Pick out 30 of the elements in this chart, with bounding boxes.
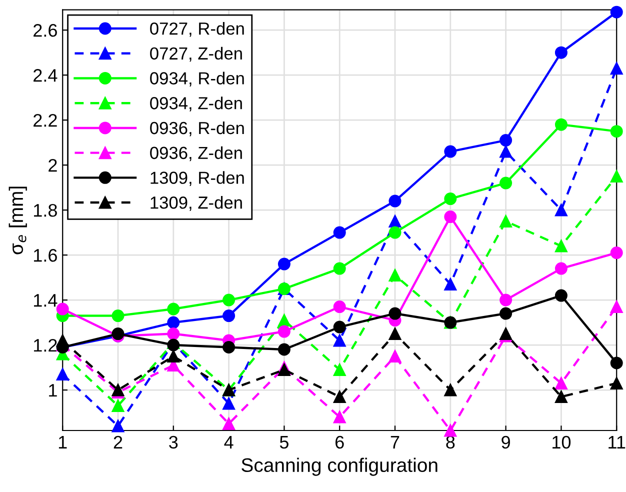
y-tick-label: 1.6 bbox=[34, 248, 57, 262]
legend-label: 0934, R-den bbox=[150, 72, 244, 87]
y-tick-label: 2.4 bbox=[34, 69, 58, 82]
y-tick-label: 2 bbox=[48, 158, 57, 172]
legend-label: 1309, Z-den bbox=[150, 196, 242, 211]
y-tick-label: 1.8 bbox=[34, 204, 57, 217]
x-axis-title: Scanning configuration bbox=[242, 458, 438, 476]
x-tick-label: 10 bbox=[552, 436, 571, 449]
legend-label: 0934, Z-den bbox=[150, 96, 242, 112]
y-tick-label: 1.4 bbox=[34, 294, 58, 307]
x-tick-label: 1 bbox=[58, 436, 67, 448]
x-tick-label: 5 bbox=[280, 436, 288, 449]
x-tick-label: 11 bbox=[608, 436, 626, 448]
x-tick-label: 2 bbox=[114, 436, 122, 448]
y-tick-label: 2.2 bbox=[34, 114, 57, 127]
x-tick-label: 3 bbox=[169, 436, 178, 449]
y-tick-label: 1.2 bbox=[34, 338, 57, 352]
x-tick-label: 8 bbox=[446, 436, 455, 449]
legend-label: 0727, R-den bbox=[150, 22, 244, 37]
legend-label: 0936, Z-den bbox=[150, 146, 242, 162]
legend-label: 0727, Z-den bbox=[150, 46, 242, 62]
x-tick-label: 7 bbox=[390, 436, 400, 448]
x-tick-label: 6 bbox=[336, 436, 344, 449]
legend-label: 0936, R-den bbox=[150, 121, 244, 136]
y-tick-label: 1 bbox=[49, 384, 57, 397]
x-tick-label: 9 bbox=[502, 436, 510, 449]
legend-label: 1309, R-den bbox=[150, 171, 244, 186]
y-axis-title: σ$_{e}$ [mm] bbox=[8, 186, 27, 254]
x-tick-label: 4 bbox=[224, 436, 234, 448]
y-tick-label: 2.6 bbox=[34, 24, 57, 37]
